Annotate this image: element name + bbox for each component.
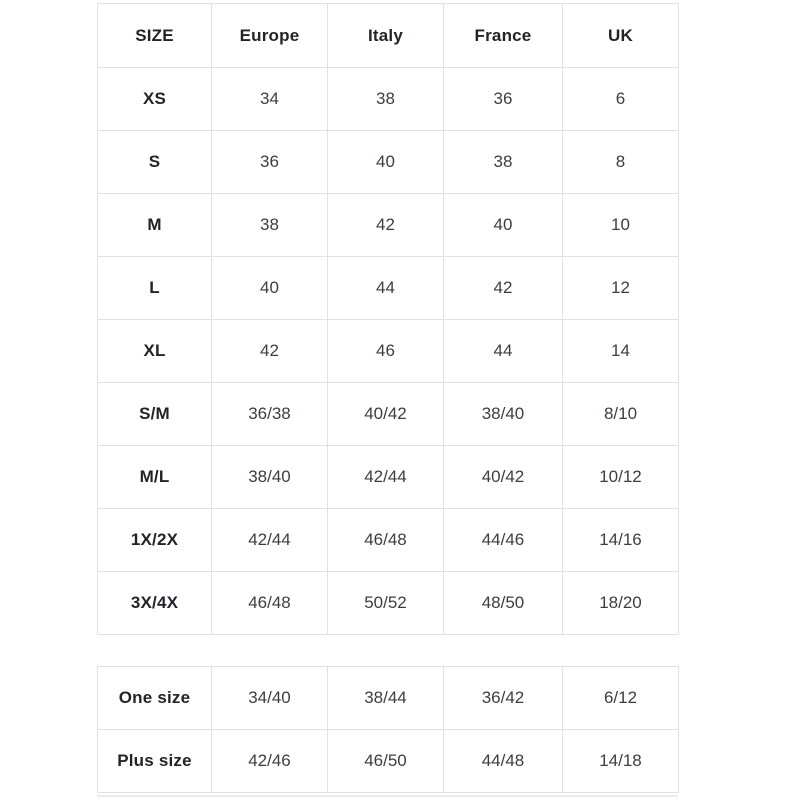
value-cell: 6/12 (562, 666, 679, 730)
value-cell: 8/10 (562, 382, 679, 446)
row-label: M/L (97, 445, 212, 509)
table-row-xl: XL 42 46 44 14 (97, 319, 679, 383)
value-cell: 34/40 (211, 666, 328, 730)
value-cell: 36 (211, 130, 328, 194)
value-cell: 14/16 (562, 508, 679, 572)
value-cell: 42 (327, 193, 444, 257)
column-header-france: France (443, 3, 563, 68)
row-label: One size (97, 666, 212, 730)
value-cell: 40/42 (327, 382, 444, 446)
value-cell: 34 (211, 67, 328, 131)
value-cell: 36 (443, 67, 563, 131)
value-cell: 8 (562, 130, 679, 194)
value-cell: 42/44 (327, 445, 444, 509)
table-row-plus-size: Plus size 42/46 46/50 44/48 14/18 (97, 729, 679, 793)
value-cell: 10 (562, 193, 679, 257)
row-label: L (97, 256, 212, 320)
value-cell: 44 (443, 319, 563, 383)
value-cell: 40 (211, 256, 328, 320)
value-cell: 14/18 (562, 729, 679, 793)
table-row-sm: S/M 36/38 40/42 38/40 8/10 (97, 382, 679, 446)
header-row: SIZE Europe Italy France UK (97, 3, 679, 68)
row-label: XS (97, 67, 212, 131)
row-label: XL (97, 319, 212, 383)
table-row-ml: M/L 38/40 42/44 40/42 10/12 (97, 445, 679, 509)
value-cell: 36/42 (443, 666, 563, 730)
table-row-xs: XS 34 38 36 6 (97, 67, 679, 131)
table-row-s: S 36 40 38 8 (97, 130, 679, 194)
value-cell: 38 (211, 193, 328, 257)
value-cell: 14 (562, 319, 679, 383)
table-row-l: L 40 44 42 12 (97, 256, 679, 320)
table-row-3x4x: 3X/4X 46/48 50/52 48/50 18/20 (97, 571, 679, 635)
special-sizes-table: One size 34/40 38/44 36/42 6/12 Plus siz… (97, 666, 679, 793)
value-cell: 38 (327, 67, 444, 131)
size-conversion-table: SIZE Europe Italy France UK XS 34 38 36 … (97, 3, 679, 635)
column-header-uk: UK (562, 3, 679, 68)
value-cell: 44/46 (443, 508, 563, 572)
value-cell: 42/44 (211, 508, 328, 572)
value-cell: 48/50 (443, 571, 563, 635)
table-row-1x2x: 1X/2X 42/44 46/48 44/46 14/16 (97, 508, 679, 572)
value-cell: 44/48 (443, 729, 563, 793)
value-cell: 6 (562, 67, 679, 131)
value-cell: 36/38 (211, 382, 328, 446)
size-chart-page: SIZE Europe Italy France UK XS 34 38 36 … (0, 3, 800, 800)
table-row-one-size: One size 34/40 38/44 36/42 6/12 (97, 666, 679, 730)
value-cell: 38/40 (443, 382, 563, 446)
column-header-italy: Italy (327, 3, 444, 68)
bottom-shadow-line (97, 795, 678, 797)
value-cell: 42 (443, 256, 563, 320)
value-cell: 40/42 (443, 445, 563, 509)
value-cell: 44 (327, 256, 444, 320)
column-header-europe: Europe (211, 3, 328, 68)
value-cell: 38/40 (211, 445, 328, 509)
row-label: 1X/2X (97, 508, 212, 572)
row-label: Plus size (97, 729, 212, 793)
value-cell: 18/20 (562, 571, 679, 635)
row-label: S (97, 130, 212, 194)
value-cell: 46 (327, 319, 444, 383)
row-label: S/M (97, 382, 212, 446)
row-label: 3X/4X (97, 571, 212, 635)
value-cell: 12 (562, 256, 679, 320)
value-cell: 38 (443, 130, 563, 194)
table-row-m: M 38 42 40 10 (97, 193, 679, 257)
column-header-size: SIZE (97, 3, 212, 68)
value-cell: 46/48 (327, 508, 444, 572)
value-cell: 46/50 (327, 729, 444, 793)
value-cell: 50/52 (327, 571, 444, 635)
value-cell: 38/44 (327, 666, 444, 730)
value-cell: 42 (211, 319, 328, 383)
value-cell: 40 (443, 193, 563, 257)
value-cell: 10/12 (562, 445, 679, 509)
row-label: M (97, 193, 212, 257)
value-cell: 46/48 (211, 571, 328, 635)
value-cell: 40 (327, 130, 444, 194)
value-cell: 42/46 (211, 729, 328, 793)
